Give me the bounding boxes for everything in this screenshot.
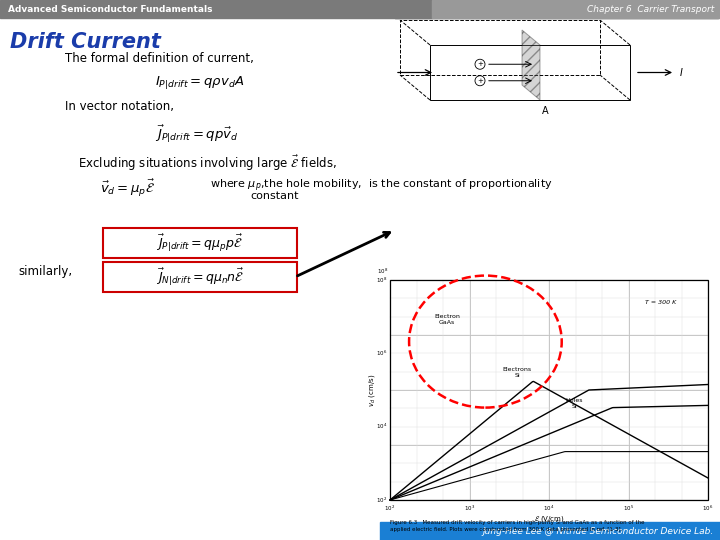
Polygon shape [522,30,540,100]
Text: In vector notation,: In vector notation, [65,100,174,113]
Text: where $\mu_p$,the hole mobility,  is the constant of proportionality: where $\mu_p$,the hole mobility, is the … [210,178,553,194]
Bar [432,0,720,18]
Text: similarly,: similarly, [18,265,72,278]
Text: Advanced Semiconductor Fundamentals: Advanced Semiconductor Fundamentals [8,4,212,14]
Text: The formal definition of current,: The formal definition of current, [65,52,254,65]
FancyBboxPatch shape [103,228,297,258]
Text: $v_d$ (cm/s): $v_d$ (cm/s) [367,373,377,407]
Text: $10^8$: $10^8$ [376,275,387,285]
Text: +: + [477,61,483,68]
Text: constant: constant [250,191,299,201]
Text: $10^3$: $10^3$ [464,504,475,514]
Text: $\vec{J}_{P|drift} = q\mu_p p\vec{\mathcal{E}}$: $\vec{J}_{P|drift} = q\mu_p p\vec{\mathc… [156,232,243,254]
Text: $10^4$: $10^4$ [544,504,554,514]
Text: T = 300 K: T = 300 K [645,300,676,305]
Text: Holes
Si: Holes Si [566,398,583,409]
Text: $10^4$: $10^4$ [376,422,387,431]
Text: I: I [680,68,683,78]
Text: applied electric field. Plots were constructed from 300 K data presented in ref.: applied electric field. Plots were const… [390,527,622,532]
Text: $\vec{J}_{N|drift} = q\mu_n n\vec{\mathcal{E}}$: $\vec{J}_{N|drift} = q\mu_n n\vec{\mathc… [156,266,244,288]
Text: Jung-Hee Lee @ Nitride Semiconductor Device Lab.: Jung-Hee Lee @ Nitride Semiconductor Dev… [482,526,714,536]
Text: $10^5$: $10^5$ [623,504,634,514]
Text: Figure 6.3   Measured drift velocity of carriers in high-purity Si and GaAs as a: Figure 6.3 Measured drift velocity of ca… [390,520,644,525]
Text: $\mathcal{E}$: $\mathcal{E}$ [495,0,504,4]
Text: Excluding situations involving large $\vec{\mathcal{E}}$ fields,: Excluding situations involving large $\v… [78,154,337,173]
Text: $\vec{v}_d = \mu_p \vec{\mathcal{E}}$: $\vec{v}_d = \mu_p \vec{\mathcal{E}}$ [100,178,155,199]
Text: $10^6$: $10^6$ [376,349,387,358]
Text: Electron
GaAs: Electron GaAs [434,314,460,325]
Text: $10^2$: $10^2$ [376,495,387,505]
Text: +: + [477,78,483,84]
Bar [0,0,432,18]
Text: $\mathcal{E}$ (V/cm): $\mathcal{E}$ (V/cm) [534,514,564,524]
FancyBboxPatch shape [103,262,297,292]
Text: $\vec{J}_{P|drift} = qp\vec{v}_d$: $\vec{J}_{P|drift} = qp\vec{v}_d$ [155,124,238,145]
Bar [390,280,708,500]
Bar [380,522,720,540]
Text: A: A [541,106,549,116]
Text: Drift Current: Drift Current [10,32,161,52]
Text: $10^6$: $10^6$ [703,504,714,514]
Text: Electrons
Si: Electrons Si [503,367,532,378]
Text: Chapter 6  Carrier Transport: Chapter 6 Carrier Transport [587,4,714,14]
Text: $10^8$: $10^8$ [377,267,388,276]
Text: $10^2$: $10^2$ [384,504,395,514]
Bar [390,280,708,500]
Text: $I_{P|drift} = q\rho v_d A$: $I_{P|drift} = q\rho v_d A$ [155,74,245,91]
